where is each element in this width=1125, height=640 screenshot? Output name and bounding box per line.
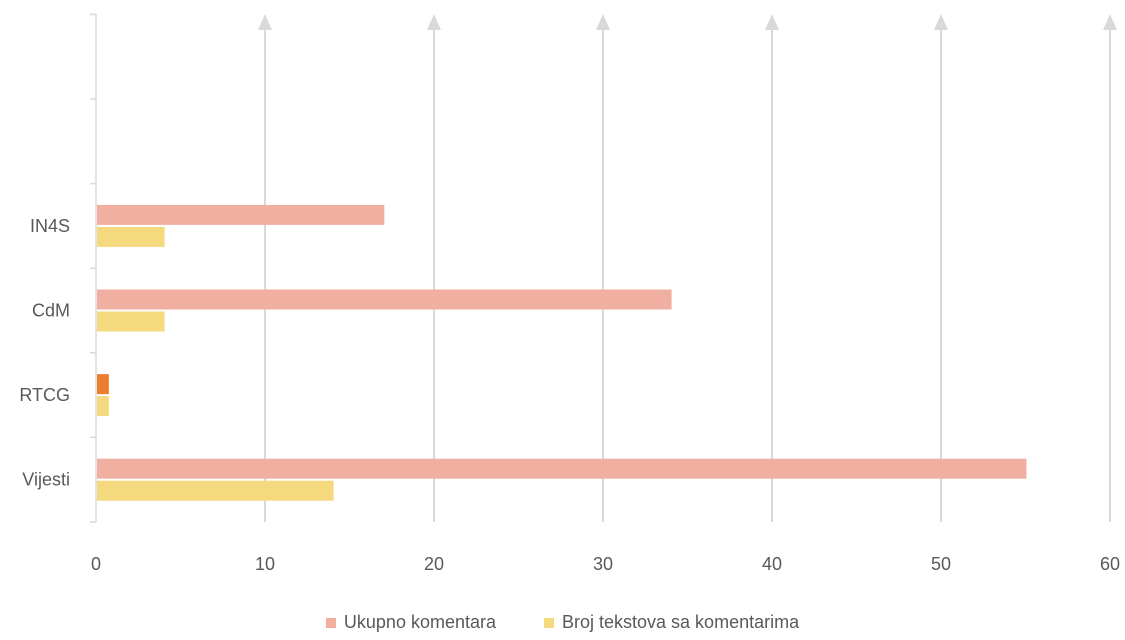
gridline-arrow-50 — [934, 14, 948, 30]
category-axis — [90, 13, 97, 523]
legend-label-ukupno: Ukupno komentara — [343, 612, 496, 632]
bars — [97, 204, 1027, 501]
x-tick-label-10: 10 — [255, 554, 275, 574]
x-tick-label-20: 20 — [424, 554, 444, 574]
gridline-arrow-10 — [258, 14, 272, 30]
x-tick-label-0: 0 — [91, 554, 101, 574]
x-tick-label-30: 30 — [593, 554, 613, 574]
legend-swatch-broj — [544, 617, 554, 628]
category-label-in4s: IN4S — [30, 216, 70, 236]
category-label-vijesti: Vijesti — [22, 470, 70, 490]
bar-cdm-broj — [97, 311, 165, 332]
gridline-arrow-30 — [596, 14, 610, 30]
category-labels: Vijesti RTCG CdM IN4S — [19, 216, 70, 490]
gridline-arrow-60 — [1103, 14, 1117, 30]
legend-swatch-ukupno — [325, 617, 336, 628]
gridline-arrow-20 — [427, 14, 441, 30]
bar-in4s-broj — [97, 226, 165, 247]
x-tick-label-40: 40 — [762, 554, 782, 574]
bar-vijesti-ukupno — [97, 458, 1027, 479]
bar-vijesti-broj — [97, 480, 334, 501]
bar-cdm-ukupno — [97, 289, 672, 310]
category-label-cdm: CdM — [32, 301, 70, 321]
legend-item-broj: Broj tekstova sa komentarima — [544, 612, 799, 633]
bar-rtcg-ukupno — [97, 374, 109, 395]
bar-rtcg-broj — [97, 396, 109, 417]
x-tick-label-60: 60 — [1100, 554, 1120, 574]
legend-item-ukupno: Ukupno komentara — [325, 612, 496, 633]
bar-in4s-ukupno — [97, 204, 385, 225]
legend: Ukupno komentara Broj tekstova sa koment… — [0, 612, 1125, 633]
gridline-arrow-40 — [765, 14, 779, 30]
x-tick-label-50: 50 — [931, 554, 951, 574]
x-tick-labels: 0 10 20 30 40 50 60 — [91, 554, 1120, 574]
category-label-rtcg: RTCG — [19, 385, 70, 405]
legend-label-broj: Broj tekstova sa komentarima — [562, 612, 800, 632]
gridlines — [258, 14, 1117, 522]
